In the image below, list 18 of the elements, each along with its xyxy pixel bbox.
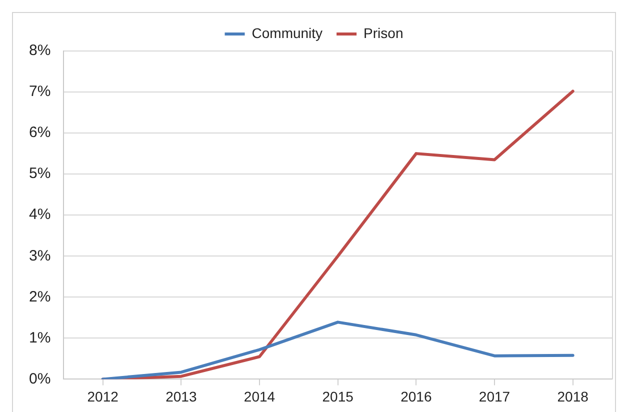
y-tick-label: 3% [28,247,51,264]
legend-label: Community [252,24,323,41]
x-tick-label: 2015 [322,388,354,404]
y-tick-label: 4% [28,206,51,224]
x-tick-label: 2018 [557,388,589,404]
y-tick-label: 8% [28,42,51,60]
x-tick-label: 2013 [166,388,197,404]
y-tick-label: 6% [28,124,51,142]
y-tick-label: 1% [28,329,51,346]
x-tick-label: 2016 [400,388,432,404]
y-tick-label: 7% [28,83,51,100]
legend-label: Prison [364,24,404,41]
y-tick-label: 2% [28,288,51,306]
x-tick-label: 2014 [244,388,276,404]
x-tick-label: 2017 [478,388,510,404]
y-tick-label: 5% [28,165,51,182]
y-tick-label: 0% [28,370,51,388]
x-tick-label: 2012 [87,388,119,404]
